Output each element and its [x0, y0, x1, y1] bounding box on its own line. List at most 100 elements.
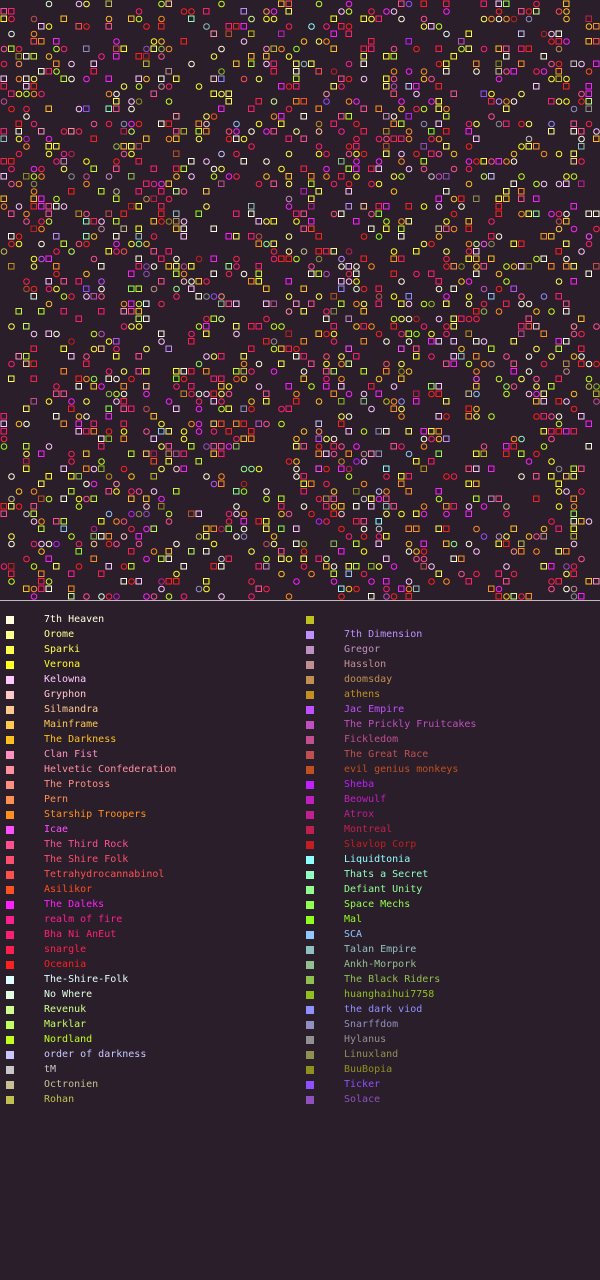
system-marker — [563, 338, 570, 345]
planet-marker — [398, 398, 405, 405]
planet-marker — [30, 173, 38, 180]
planet-marker — [165, 518, 173, 525]
system-marker — [113, 233, 120, 240]
planet-marker — [510, 263, 518, 270]
legend-swatch — [6, 1006, 14, 1014]
planet-marker — [158, 300, 165, 308]
system-marker — [68, 473, 75, 480]
system-marker — [338, 210, 345, 217]
system-marker — [338, 383, 345, 390]
system-marker — [435, 120, 442, 127]
system-marker — [593, 263, 600, 270]
planet-marker — [450, 540, 458, 548]
planet-marker — [263, 173, 270, 180]
system-marker — [360, 323, 367, 330]
system-marker — [540, 533, 547, 540]
planet-marker — [113, 248, 120, 255]
system-marker — [278, 495, 285, 502]
planet-marker — [458, 203, 465, 210]
legend-label: The Darkness — [44, 734, 117, 745]
system-marker — [450, 555, 457, 562]
system-marker — [375, 450, 382, 457]
planet-marker — [518, 375, 525, 383]
system-marker — [278, 360, 285, 367]
system-marker — [30, 345, 37, 352]
system-marker — [293, 300, 300, 307]
planet-marker — [383, 473, 390, 480]
system-marker — [218, 300, 225, 307]
planet-marker — [345, 75, 353, 83]
planet-marker — [315, 0, 323, 8]
legend-label: Silmandra — [44, 704, 99, 715]
galaxy-map-canvas[interactable] — [0, 0, 600, 600]
planet-marker — [150, 488, 158, 495]
planet-marker — [533, 255, 540, 263]
planet-marker — [518, 120, 525, 128]
planet-marker — [330, 338, 338, 345]
planet-marker — [23, 510, 30, 518]
legend-label: Tetrahydrocannabinol — [44, 869, 165, 880]
planet-marker — [315, 293, 323, 300]
system-marker — [585, 443, 592, 450]
system-marker — [503, 540, 510, 547]
planet-marker — [353, 278, 360, 285]
planet-marker — [420, 23, 428, 30]
system-marker — [53, 233, 60, 240]
planet-marker — [150, 593, 158, 600]
legend-entry: BuuBopia — [0, 1064, 392, 1081]
planet-marker — [225, 518, 233, 525]
system-marker — [105, 0, 112, 7]
system-marker — [203, 548, 210, 555]
planet-marker — [443, 413, 450, 420]
planet-marker — [360, 458, 368, 465]
system-marker — [225, 405, 232, 412]
system-marker — [143, 315, 150, 322]
planet-marker — [165, 83, 173, 90]
planet-marker — [203, 293, 210, 300]
planet-marker — [390, 8, 398, 15]
system-marker — [143, 135, 150, 142]
system-marker — [90, 68, 97, 75]
planet-marker — [38, 240, 45, 248]
legend-swatch — [306, 646, 314, 654]
system-marker — [278, 120, 285, 127]
planet-marker — [113, 375, 120, 383]
system-marker — [368, 563, 375, 570]
system-marker — [383, 143, 390, 150]
system-marker — [30, 293, 37, 300]
system-marker — [195, 510, 202, 517]
planet-marker — [143, 593, 150, 600]
planet-marker — [180, 8, 188, 15]
planet-marker — [83, 158, 90, 165]
planet-marker — [15, 240, 23, 248]
planet-marker — [330, 435, 338, 443]
planet-marker — [495, 98, 503, 105]
planet-marker — [533, 375, 540, 383]
planet-marker — [398, 510, 405, 518]
system-marker — [158, 503, 165, 510]
planet-marker — [128, 488, 135, 495]
system-marker — [473, 270, 480, 277]
planet-marker — [578, 330, 585, 338]
system-marker — [23, 360, 30, 367]
planet-marker — [368, 323, 375, 330]
system-marker — [240, 158, 247, 165]
planet-marker — [158, 465, 165, 473]
system-marker — [443, 360, 450, 367]
system-marker — [413, 248, 420, 255]
system-marker — [188, 263, 195, 270]
planet-marker — [495, 308, 503, 315]
system-marker — [225, 300, 232, 307]
planet-marker — [338, 263, 345, 270]
planet-marker — [398, 158, 405, 165]
planet-marker — [518, 173, 525, 180]
planet-marker — [240, 270, 248, 278]
planet-marker — [23, 420, 30, 428]
system-marker — [158, 255, 165, 262]
planet-marker — [503, 353, 510, 360]
galaxy-map[interactable] — [0, 0, 600, 600]
system-marker — [285, 135, 292, 142]
planet-marker — [83, 398, 90, 405]
planet-marker — [128, 375, 135, 383]
system-marker — [105, 533, 112, 540]
